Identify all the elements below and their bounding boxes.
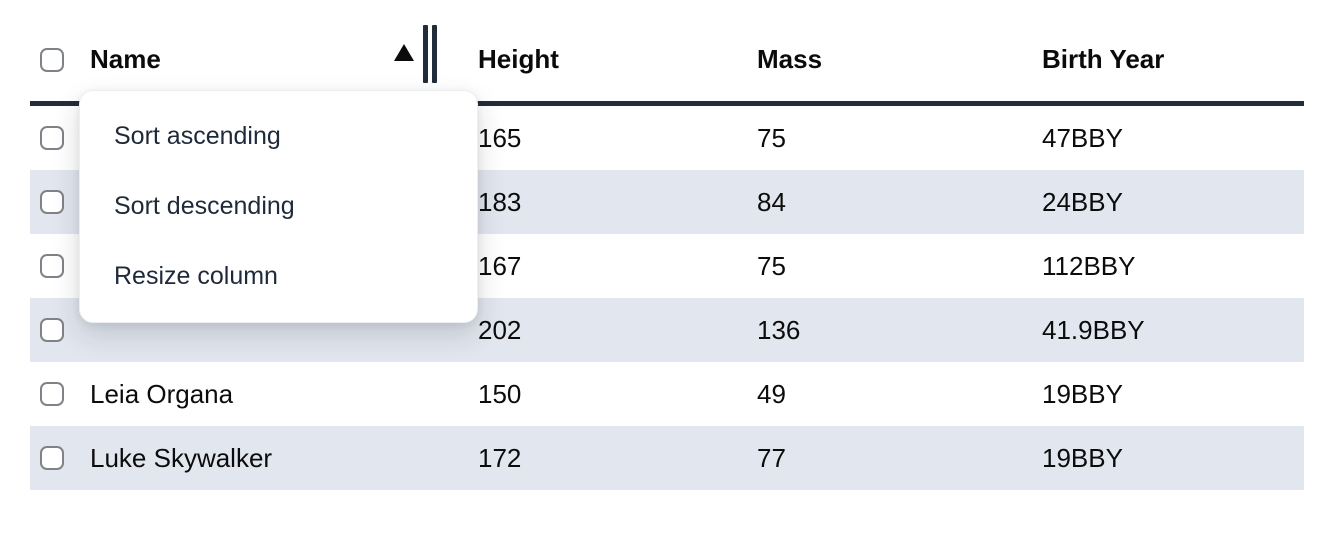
row-checkbox[interactable] bbox=[40, 446, 64, 470]
row-select-cell bbox=[30, 254, 90, 278]
column-header-label: Name bbox=[90, 44, 161, 74]
column-context-menu: Sort ascending Sort descending Resize co… bbox=[79, 90, 478, 323]
row-select-cell bbox=[30, 190, 90, 214]
row-select-cell bbox=[30, 318, 90, 342]
cell-text: 172 bbox=[478, 442, 522, 473]
column-resize-handle-icon[interactable] bbox=[423, 25, 437, 83]
table-header-row: Name Height Mass Birth Year bbox=[30, 0, 1304, 106]
cell-name: Leia Organa bbox=[90, 379, 478, 410]
cell-text: 49 bbox=[757, 378, 786, 409]
cell-text: 165 bbox=[478, 122, 522, 153]
row-checkbox[interactable] bbox=[40, 318, 64, 342]
row-select-cell bbox=[30, 382, 90, 406]
cell-height: 183 bbox=[478, 187, 757, 218]
column-header-label: Height bbox=[478, 44, 559, 74]
cell-height: 202 bbox=[478, 315, 757, 346]
column-header-birth-year[interactable]: Birth Year bbox=[1042, 44, 1304, 75]
cell-text: 112BBY bbox=[1042, 250, 1136, 281]
cell-text: 84 bbox=[757, 186, 786, 217]
sort-ascending-icon bbox=[394, 44, 414, 61]
row-checkbox[interactable] bbox=[40, 382, 64, 406]
cell-text: 77 bbox=[757, 442, 786, 473]
cell-birth-year: 47BBY bbox=[1042, 123, 1304, 154]
cell-height: 172 bbox=[478, 443, 757, 474]
header-select-cell bbox=[30, 47, 90, 72]
column-header-label: Mass bbox=[757, 44, 823, 74]
cell-height: 165 bbox=[478, 123, 757, 154]
cell-text: Luke Skywalker bbox=[90, 442, 273, 473]
cell-text: 19BBY bbox=[1042, 378, 1123, 409]
row-checkbox[interactable] bbox=[40, 126, 64, 150]
cell-text: 24BBY bbox=[1042, 186, 1123, 217]
cell-text: 47BBY bbox=[1042, 122, 1123, 153]
column-header-height[interactable]: Height bbox=[478, 44, 757, 75]
cell-height: 150 bbox=[478, 379, 757, 410]
column-header-mass[interactable]: Mass bbox=[757, 44, 1042, 75]
cell-mass: 49 bbox=[757, 379, 1042, 410]
cell-text: 183 bbox=[478, 186, 522, 217]
table-row: Leia Organa 150 49 19BBY bbox=[30, 362, 1304, 426]
row-checkbox[interactable] bbox=[40, 190, 64, 214]
menu-item-sort-ascending[interactable]: Sort ascending bbox=[114, 121, 281, 150]
cell-text: 41.9BBY bbox=[1042, 314, 1145, 345]
cell-text: 150 bbox=[478, 378, 522, 409]
cell-birth-year: 112BBY bbox=[1042, 251, 1304, 282]
table-row: Obi-Wan Kenobi 182 77 57BBY bbox=[30, 490, 1304, 505]
cell-mass: 84 bbox=[757, 187, 1042, 218]
cell-text: Leia Organa bbox=[90, 378, 234, 409]
menu-item-sort-descending[interactable]: Sort descending bbox=[114, 191, 295, 220]
select-all-checkbox[interactable] bbox=[40, 47, 64, 72]
row-select-cell bbox=[30, 126, 90, 150]
cell-text: 75 bbox=[757, 250, 786, 281]
column-header-name[interactable]: Name bbox=[90, 44, 478, 75]
cell-birth-year: 24BBY bbox=[1042, 187, 1304, 218]
cell-height: 167 bbox=[478, 251, 757, 282]
cell-mass: 136 bbox=[757, 315, 1042, 346]
cell-birth-year: 41.9BBY bbox=[1042, 315, 1304, 346]
cell-mass: 77 bbox=[757, 443, 1042, 474]
cell-name: Luke Skywalker bbox=[90, 443, 478, 474]
cell-mass: 75 bbox=[757, 251, 1042, 282]
row-checkbox[interactable] bbox=[40, 254, 64, 278]
cell-text: 167 bbox=[478, 250, 522, 281]
cell-text: 75 bbox=[757, 122, 786, 153]
column-header-label: Birth Year bbox=[1042, 44, 1165, 74]
menu-item-resize-column[interactable]: Resize column bbox=[114, 261, 278, 290]
cell-birth-year: 19BBY bbox=[1042, 379, 1304, 410]
cell-text: 19BBY bbox=[1042, 442, 1123, 473]
cell-text: 202 bbox=[478, 314, 522, 345]
cell-text: 136 bbox=[757, 314, 801, 345]
cell-mass: 75 bbox=[757, 123, 1042, 154]
row-select-cell bbox=[30, 446, 90, 470]
table-row: Luke Skywalker 172 77 19BBY bbox=[30, 426, 1304, 490]
cell-birth-year: 19BBY bbox=[1042, 443, 1304, 474]
